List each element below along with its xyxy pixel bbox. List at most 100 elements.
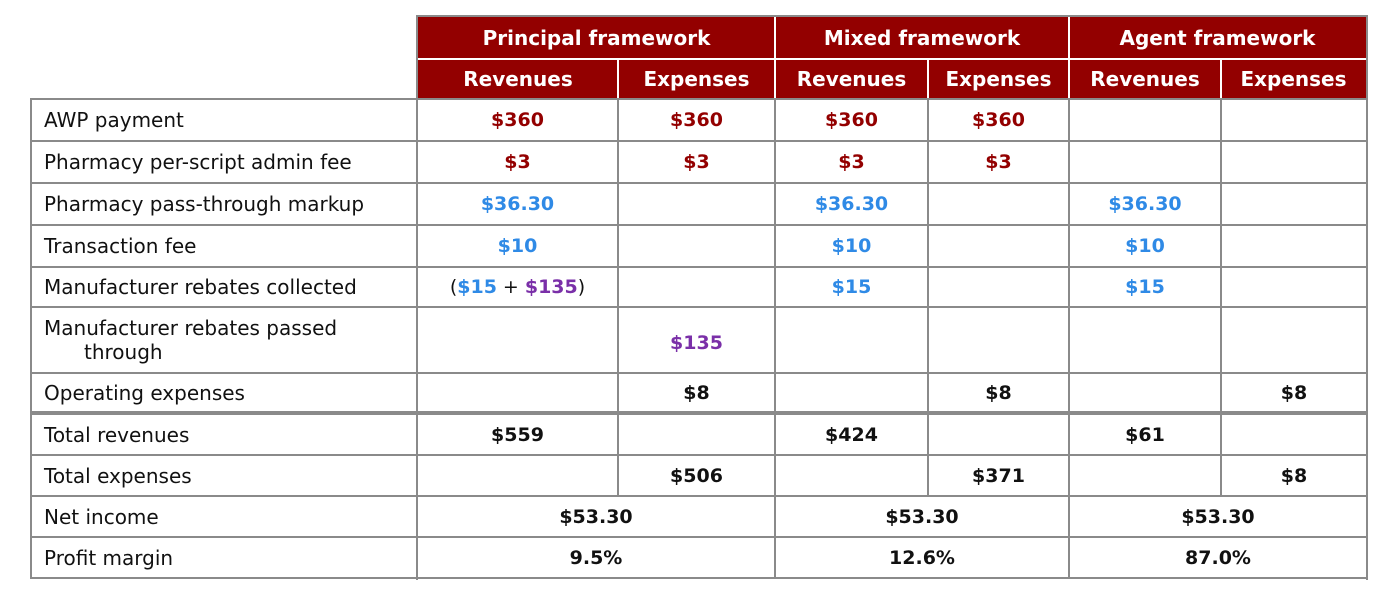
row-label-text: Net income xyxy=(44,504,159,529)
row-label-text: through xyxy=(84,340,163,364)
cell-value: $8 xyxy=(1280,381,1308,404)
cell-mixed-profit-margin: 12.6% xyxy=(776,538,1068,577)
cell-mixed-expense: $8 xyxy=(929,374,1068,411)
row-label-text: Pharmacy pass-through markup xyxy=(44,192,365,216)
grid-line xyxy=(30,182,1368,184)
cell-value: $53.30 xyxy=(885,505,959,528)
grid-line xyxy=(1220,98,1222,496)
row-label-total-expenses: Total expenses xyxy=(32,456,416,495)
subheader-agent-revenues: Revenues xyxy=(1069,60,1221,98)
header-label: Mixed framework xyxy=(823,25,1021,50)
cell-value: 12.6% xyxy=(889,546,955,569)
cell-value: $36.30 xyxy=(814,193,889,215)
cell-value: $8 xyxy=(985,381,1012,404)
subheader-label: Revenues xyxy=(463,67,573,91)
cell-principal-total-revenue: $559 xyxy=(418,415,617,454)
grid-line xyxy=(1068,98,1070,579)
cell-principal-total-expense: $506 xyxy=(619,456,774,495)
cell-agent-profit-margin: 87.0% xyxy=(1070,538,1366,577)
grid-line xyxy=(416,15,418,580)
grid-line xyxy=(30,224,1368,226)
rebate-passed-value: $135 xyxy=(524,276,578,298)
cell-mixed-revenue: $3 xyxy=(776,142,927,182)
grid-line xyxy=(30,140,1368,142)
subheader-label: Revenues xyxy=(1090,67,1200,91)
open-paren: ( xyxy=(449,276,458,298)
cell-agent-revenue: $10 xyxy=(1070,226,1220,266)
cell-value: $15 xyxy=(831,276,872,298)
cell-value: $15 xyxy=(1125,276,1165,298)
row-label-text: Profit margin xyxy=(44,545,174,570)
grid-line xyxy=(617,98,619,496)
grid-line xyxy=(30,454,1368,456)
cell-agent-total-revenue: $61 xyxy=(1070,415,1220,454)
cell-value: $10 xyxy=(497,235,538,257)
cell-principal-revenue-composite: ( $15 + $135 ) xyxy=(418,268,617,306)
grid-line xyxy=(774,98,776,579)
row-label-text: Manufacturer rebates collected xyxy=(44,275,357,299)
grid-line xyxy=(30,577,1368,579)
cell-value: $10 xyxy=(831,235,872,257)
cell-value: $360 xyxy=(670,109,723,131)
subheader-label: Expenses xyxy=(1240,67,1347,91)
row-label-transaction-fee: Transaction fee xyxy=(32,226,416,266)
cell-value: $3 xyxy=(838,151,865,173)
cell-principal-expense: $3 xyxy=(619,142,774,182)
grid-line xyxy=(30,98,32,579)
header-separator xyxy=(617,60,619,98)
header-separator xyxy=(774,17,776,98)
cell-mixed-revenue: $10 xyxy=(776,226,927,266)
close-paren: ) xyxy=(577,276,586,298)
cell-value: $3 xyxy=(504,151,531,173)
subheader-principal-revenues: Revenues xyxy=(418,60,618,98)
cell-mixed-expense: $3 xyxy=(929,142,1068,182)
row-label-text: Operating expenses xyxy=(44,380,245,405)
cell-agent-revenue: $15 xyxy=(1070,268,1220,306)
subheader-label: Revenues xyxy=(796,67,907,91)
cell-agent-net-income: $53.30 xyxy=(1070,497,1366,536)
row-label-text: Manufacturer rebates passed xyxy=(44,316,338,340)
cell-value: $360 xyxy=(825,109,878,131)
row-label-text: Transaction fee xyxy=(44,234,197,258)
subheader-agent-expenses: Expenses xyxy=(1221,60,1366,98)
header-label: Principal framework xyxy=(482,25,711,50)
subheader-mixed-revenues: Revenues xyxy=(775,60,928,98)
cell-mixed-revenue: $36.30 xyxy=(776,184,927,224)
cell-value: $3 xyxy=(985,151,1012,173)
cell-value: $559 xyxy=(491,423,544,446)
header-agent-framework: Agent framework xyxy=(1069,17,1366,58)
cell-principal-revenue: $3 xyxy=(418,142,617,182)
grid-line xyxy=(416,15,1368,17)
cell-principal-expense: $8 xyxy=(619,374,774,411)
grid-line xyxy=(30,536,1368,538)
cell-value: $3 xyxy=(683,151,710,173)
row-label-rebates-passed-through: Manufacturer rebates passed through xyxy=(32,308,416,372)
cell-value: $424 xyxy=(825,423,878,446)
row-label-pass-through-markup: Pharmacy pass-through markup xyxy=(32,184,416,224)
subheader-label: Expenses xyxy=(643,67,750,91)
row-label-profit-margin: Profit margin xyxy=(32,538,416,577)
row-label-rebates-collected: Manufacturer rebates collected xyxy=(32,268,416,306)
row-label-text: AWP payment xyxy=(44,108,184,132)
cell-value: $53.30 xyxy=(559,505,633,528)
subheader-label: Expenses xyxy=(945,67,1052,91)
row-label-admin-fee: Pharmacy per-script admin fee xyxy=(32,142,416,182)
cell-principal-revenue: $360 xyxy=(418,100,617,140)
cell-principal-expense: $360 xyxy=(619,100,774,140)
cell-value: $506 xyxy=(670,464,723,487)
row-label-total-revenues: Total revenues xyxy=(32,415,416,454)
cell-principal-expense: $135 xyxy=(619,308,774,372)
cell-mixed-total-expense: $371 xyxy=(929,456,1068,495)
grid-line xyxy=(30,372,1368,374)
cell-mixed-net-income: $53.30 xyxy=(776,497,1068,536)
cell-agent-expense: $8 xyxy=(1222,374,1366,411)
cell-mixed-total-revenue: $424 xyxy=(776,415,927,454)
grid-line xyxy=(30,98,1368,100)
cell-value: 87.0% xyxy=(1185,546,1251,569)
row-label-awp-payment: AWP payment xyxy=(32,100,416,140)
cell-agent-total-expense: $8 xyxy=(1222,456,1366,495)
header-principal-framework: Principal framework xyxy=(418,17,775,58)
cell-value: $36.30 xyxy=(480,193,555,215)
subheader-principal-expenses: Expenses xyxy=(618,60,775,98)
row-label-net-income: Net income xyxy=(32,497,416,536)
